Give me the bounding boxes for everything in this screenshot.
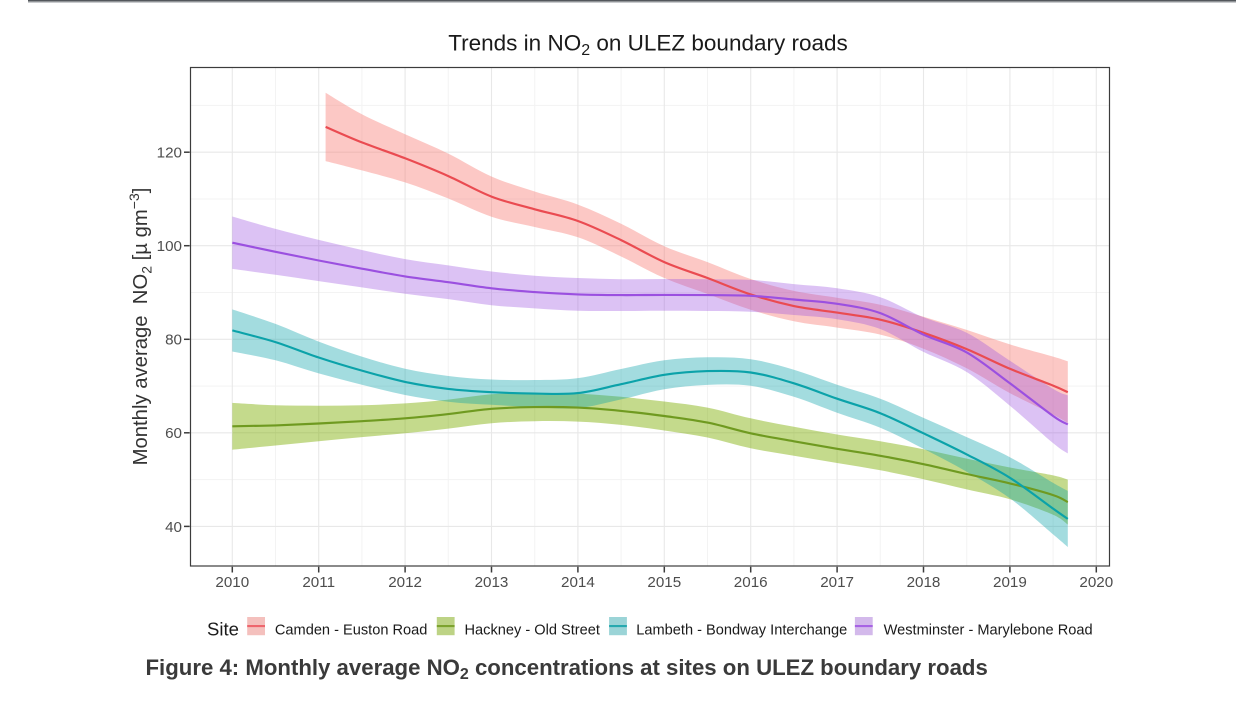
svg-text:2017: 2017 — [820, 574, 854, 591]
svg-text:Figure 4: Monthly average NO2: Figure 4: Monthly average NO2 concentrat… — [146, 655, 988, 683]
svg-text:Westminster - Marylebone Road: Westminster - Marylebone Road — [884, 622, 1093, 638]
svg-text:120: 120 — [157, 145, 182, 162]
svg-text:Hackney - Old Street: Hackney - Old Street — [465, 622, 600, 638]
svg-text:40: 40 — [165, 519, 182, 536]
svg-text:80: 80 — [165, 332, 182, 349]
svg-text:2019: 2019 — [993, 574, 1027, 591]
svg-text:2018: 2018 — [907, 574, 941, 591]
svg-text:Monthly average NO2 [µ gm−3]: Monthly average NO2 [µ gm−3] — [126, 188, 155, 466]
svg-text:60: 60 — [165, 425, 182, 442]
svg-text:2015: 2015 — [647, 574, 681, 591]
svg-text:Lambeth - Bondway Interchange: Lambeth - Bondway Interchange — [636, 622, 847, 638]
svg-text:2013: 2013 — [475, 574, 509, 591]
svg-text:2016: 2016 — [734, 574, 768, 591]
svg-text:Trends in NO2 on ULEZ boundary: Trends in NO2 on ULEZ boundary roads — [448, 30, 848, 59]
svg-text:2012: 2012 — [388, 574, 422, 591]
svg-text:Site: Site — [207, 619, 239, 640]
svg-text:2010: 2010 — [215, 574, 249, 591]
svg-text:2014: 2014 — [561, 574, 595, 591]
svg-text:2020: 2020 — [1079, 574, 1113, 591]
svg-text:2011: 2011 — [302, 574, 335, 591]
svg-text:100: 100 — [157, 238, 182, 255]
svg-text:Camden - Euston Road: Camden - Euston Road — [275, 622, 428, 638]
